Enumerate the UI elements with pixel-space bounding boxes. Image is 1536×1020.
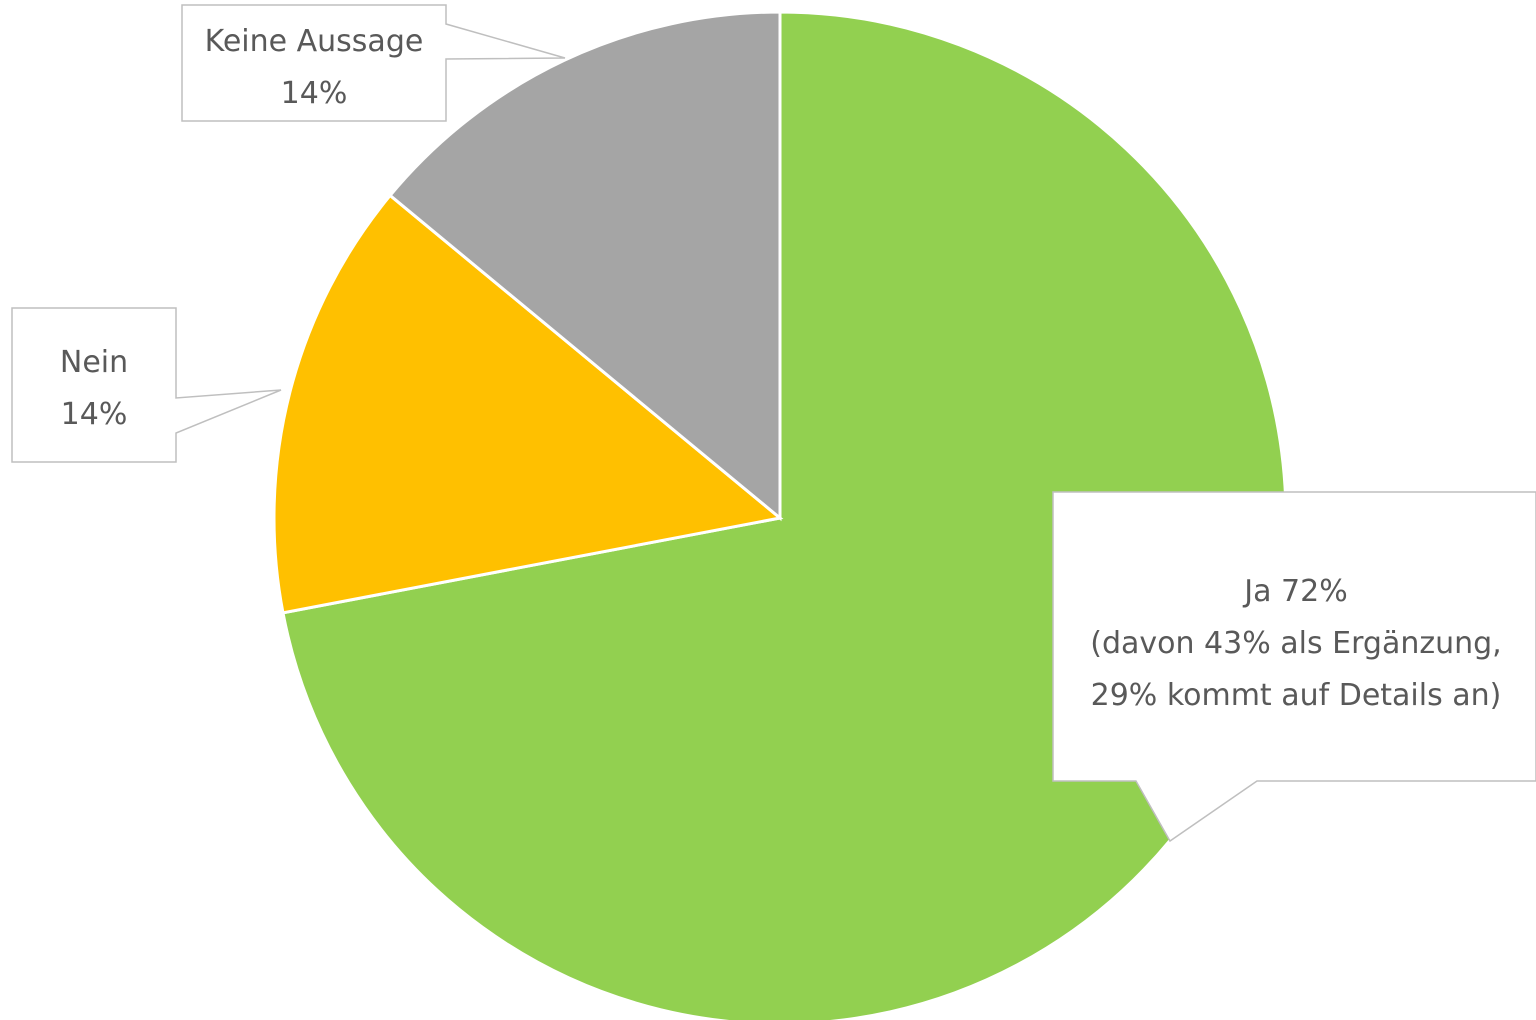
data-label-nein-value: 14% bbox=[61, 397, 128, 432]
data-label-keine-aussage-value: 14% bbox=[281, 76, 348, 111]
data-label-ja-detail-line-1: (davon 43% als Ergänzung, bbox=[1090, 626, 1501, 661]
callout-box-keine-aussage bbox=[181, 4, 566, 122]
callout-keine-aussage: Keine Aussage 14% bbox=[181, 4, 566, 122]
pie-slice-nein bbox=[272, 193, 784, 615]
callout-nein: Nein 14% bbox=[11, 307, 282, 463]
data-label-ja-detail-line-2: 29% kommt auf Details an) bbox=[1091, 678, 1502, 713]
callout-ja: Ja 72% (davon 43% als Ergänzung, 29% kom… bbox=[1052, 491, 1536, 843]
pie-slice-keine-aussage bbox=[388, 10, 782, 522]
data-label-nein-name: Nein bbox=[60, 345, 128, 380]
callout-box-nein bbox=[11, 307, 282, 463]
data-label-ja-name: Ja 72% bbox=[1242, 574, 1347, 609]
callout-box-ja bbox=[1052, 491, 1536, 843]
pie-slices bbox=[272, 10, 1288, 1020]
data-label-keine-aussage-name: Keine Aussage bbox=[205, 24, 424, 59]
